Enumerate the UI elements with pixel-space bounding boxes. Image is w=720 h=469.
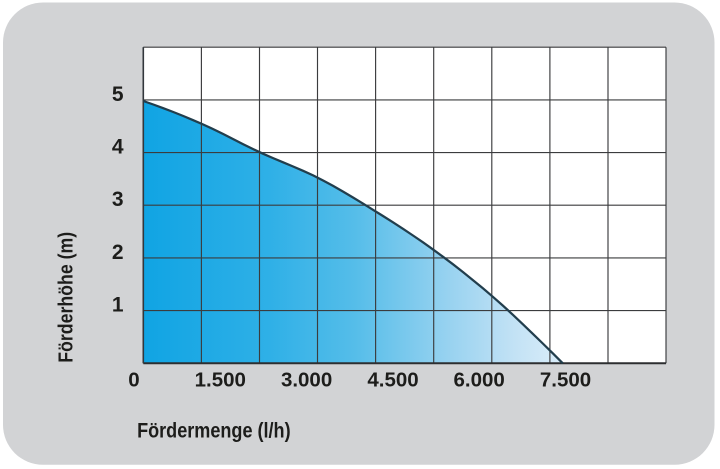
svg-text:4.500: 4.500: [367, 368, 418, 391]
svg-text:1: 1: [112, 294, 124, 317]
svg-text:5: 5: [112, 83, 124, 106]
svg-text:2: 2: [112, 241, 124, 264]
svg-text:3.000: 3.000: [281, 368, 332, 391]
svg-text:4: 4: [112, 136, 124, 159]
svg-text:1.500: 1.500: [195, 368, 246, 391]
svg-text:Förderhöhe (m): Förderhöhe (m): [55, 232, 78, 363]
svg-text:7.500: 7.500: [540, 368, 591, 391]
svg-text:6.000: 6.000: [454, 368, 505, 391]
svg-text:3: 3: [112, 188, 124, 211]
svg-text:Fördermenge (l/h): Fördermenge (l/h): [137, 420, 291, 443]
svg-text:0: 0: [128, 368, 139, 391]
